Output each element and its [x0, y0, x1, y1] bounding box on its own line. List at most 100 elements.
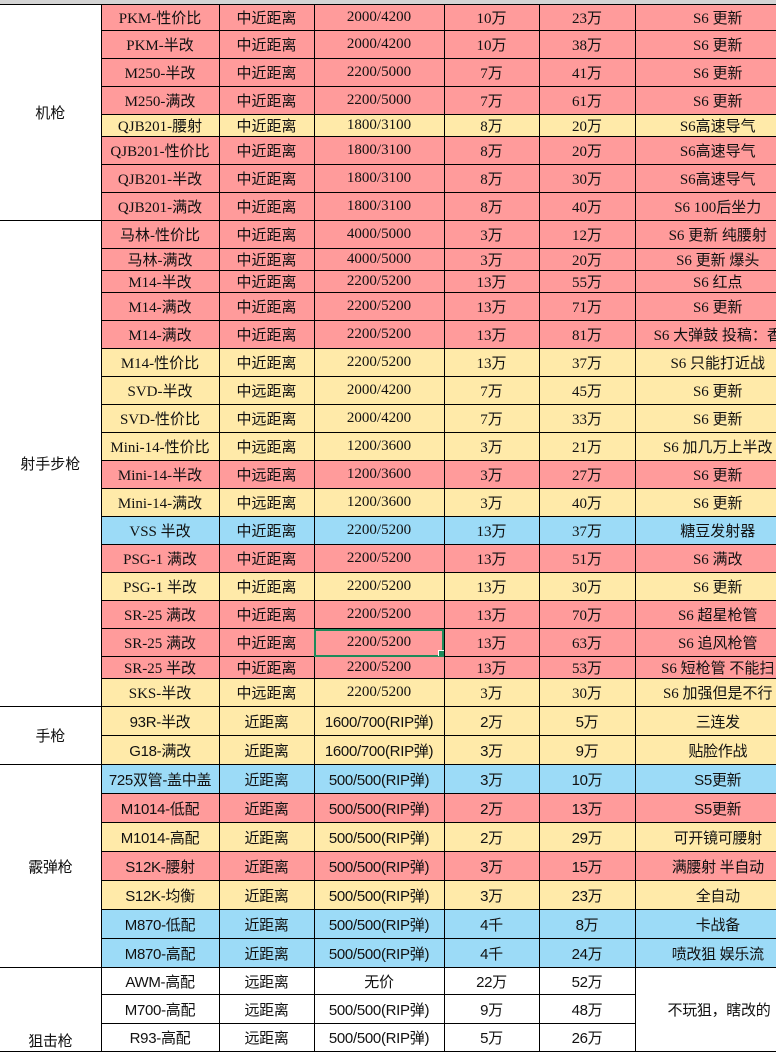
p1-cell[interactable]: 2万 — [444, 794, 539, 823]
p1-cell[interactable]: 13万 — [444, 271, 539, 293]
p2-cell[interactable]: 63万 — [539, 629, 635, 657]
name-cell[interactable]: M14-性价比 — [101, 349, 219, 377]
p2-cell[interactable]: 48万 — [539, 995, 635, 1024]
p1-cell[interactable]: 10万 — [444, 31, 539, 59]
p2-cell[interactable]: 37万 — [539, 517, 635, 545]
name-cell[interactable]: QJB201-半改 — [101, 165, 219, 193]
note-cell[interactable]: 全自动 — [635, 881, 776, 910]
note-cell[interactable]: S6 更新 — [635, 5, 776, 31]
p1-cell[interactable]: 3万 — [444, 489, 539, 517]
p1-cell[interactable]: 22万 — [444, 968, 539, 995]
note-cell[interactable]: S6 超星枪管 — [635, 601, 776, 629]
name-cell[interactable]: M250-半改 — [101, 59, 219, 87]
name-cell[interactable]: 725双管-盖中盖 — [101, 765, 219, 794]
name-cell[interactable]: SKS-半改 — [101, 679, 219, 707]
range-cell[interactable]: 远距离 — [219, 968, 314, 995]
dist-cell[interactable]: 500/500(RIP弹) — [314, 910, 444, 939]
p2-cell[interactable]: 52万 — [539, 968, 635, 995]
category-cell[interactable]: 机枪 — [0, 5, 101, 221]
p2-cell[interactable]: 26万 — [539, 1024, 635, 1052]
p2-cell[interactable]: 40万 — [539, 193, 635, 221]
p1-cell[interactable]: 3万 — [444, 461, 539, 489]
dist-cell[interactable]: 1600/700(RIP弹) — [314, 736, 444, 765]
p1-cell[interactable]: 13万 — [444, 545, 539, 573]
range-cell[interactable]: 中近距离 — [219, 545, 314, 573]
name-cell[interactable]: Mini-14-半改 — [101, 461, 219, 489]
range-cell[interactable]: 中近距离 — [219, 59, 314, 87]
dist-cell[interactable]: 4000/5000 — [314, 221, 444, 249]
note-cell[interactable]: S6 更新 — [635, 293, 776, 321]
p2-cell[interactable]: 71万 — [539, 293, 635, 321]
note-cell[interactable]: S6 更新 — [635, 31, 776, 59]
p2-cell[interactable]: 61万 — [539, 87, 635, 115]
dist-cell[interactable]: 2000/4200 — [314, 31, 444, 59]
range-cell[interactable]: 中远距离 — [219, 433, 314, 461]
dist-cell[interactable]: 1200/3600 — [314, 489, 444, 517]
dist-cell[interactable]: 500/500(RIP弹) — [314, 939, 444, 968]
dist-cell[interactable]: 2200/5200 — [314, 293, 444, 321]
p2-cell[interactable]: 9万 — [539, 736, 635, 765]
p2-cell[interactable]: 15万 — [539, 852, 635, 881]
dist-cell[interactable]: 2200/5200 — [314, 321, 444, 349]
note-cell[interactable]: S6 加几万上半改 — [635, 433, 776, 461]
category-cell[interactable]: 手枪 — [0, 707, 101, 765]
dist-cell[interactable]: 无价 — [314, 968, 444, 995]
dist-cell[interactable]: 2200/5200 — [314, 271, 444, 293]
p1-cell[interactable]: 3万 — [444, 765, 539, 794]
note-cell[interactable]: S6 更新 — [635, 87, 776, 115]
note-cell[interactable]: S6 更新 爆头 — [635, 249, 776, 271]
name-cell[interactable]: M14-满改 — [101, 321, 219, 349]
range-cell[interactable]: 中近距离 — [219, 193, 314, 221]
p2-cell[interactable]: 53万 — [539, 657, 635, 679]
p1-cell[interactable]: 13万 — [444, 657, 539, 679]
p1-cell[interactable]: 13万 — [444, 601, 539, 629]
note-cell[interactable]: S6高速导气 — [635, 137, 776, 165]
name-cell[interactable]: PKM-性价比 — [101, 5, 219, 31]
range-cell[interactable]: 中远距离 — [219, 679, 314, 707]
category-cell[interactable]: 射手步枪 — [0, 221, 101, 707]
p1-cell[interactable]: 3万 — [444, 881, 539, 910]
p2-cell[interactable]: 29万 — [539, 823, 635, 852]
dist-cell[interactable]: 4000/5000 — [314, 249, 444, 271]
name-cell[interactable]: M14-满改 — [101, 293, 219, 321]
p1-cell[interactable]: 8万 — [444, 193, 539, 221]
range-cell[interactable]: 近距离 — [219, 852, 314, 881]
name-cell[interactable]: VSS 半改 — [101, 517, 219, 545]
fill-handle[interactable] — [438, 650, 445, 657]
dist-cell[interactable]: 2200/5200 — [314, 517, 444, 545]
p1-cell[interactable]: 5万 — [444, 1024, 539, 1052]
p1-cell[interactable]: 8万 — [444, 137, 539, 165]
p2-cell[interactable]: 38万 — [539, 31, 635, 59]
p1-cell[interactable]: 3万 — [444, 679, 539, 707]
p1-cell[interactable]: 13万 — [444, 629, 539, 657]
dist-cell[interactable]: 2200/5000 — [314, 59, 444, 87]
range-cell[interactable]: 中远距离 — [219, 405, 314, 433]
dist-cell[interactable]: 2000/4200 — [314, 405, 444, 433]
name-cell[interactable]: QJB201-腰射 — [101, 115, 219, 137]
dist-cell[interactable]: 1200/3600 — [314, 461, 444, 489]
name-cell[interactable]: SVD-半改 — [101, 377, 219, 405]
note-cell[interactable]: S6 更新 — [635, 461, 776, 489]
p1-cell[interactable]: 8万 — [444, 115, 539, 137]
name-cell[interactable]: M14-半改 — [101, 271, 219, 293]
p1-cell[interactable]: 7万 — [444, 377, 539, 405]
range-cell[interactable]: 近距离 — [219, 707, 314, 736]
note-cell[interactable]: S6 更新 — [635, 489, 776, 517]
note-cell[interactable]: 糖豆发射器 — [635, 517, 776, 545]
name-cell[interactable]: M870-低配 — [101, 910, 219, 939]
range-cell[interactable]: 远距离 — [219, 995, 314, 1024]
note-cell[interactable]: S6 满改 — [635, 545, 776, 573]
p1-cell[interactable]: 2万 — [444, 823, 539, 852]
note-cell[interactable]: 卡战备 — [635, 910, 776, 939]
note-cell[interactable]: 贴脸作战 — [635, 736, 776, 765]
range-cell[interactable]: 中远距离 — [219, 377, 314, 405]
name-cell[interactable]: 马林-满改 — [101, 249, 219, 271]
p1-cell[interactable]: 3万 — [444, 736, 539, 765]
name-cell[interactable]: AWM-高配 — [101, 968, 219, 995]
range-cell[interactable]: 近距离 — [219, 881, 314, 910]
range-cell[interactable]: 远距离 — [219, 1024, 314, 1052]
range-cell[interactable]: 中近距离 — [219, 629, 314, 657]
note-cell[interactable]: S6 更新 — [635, 377, 776, 405]
p2-cell[interactable]: 37万 — [539, 349, 635, 377]
name-cell[interactable]: 马林-性价比 — [101, 221, 219, 249]
